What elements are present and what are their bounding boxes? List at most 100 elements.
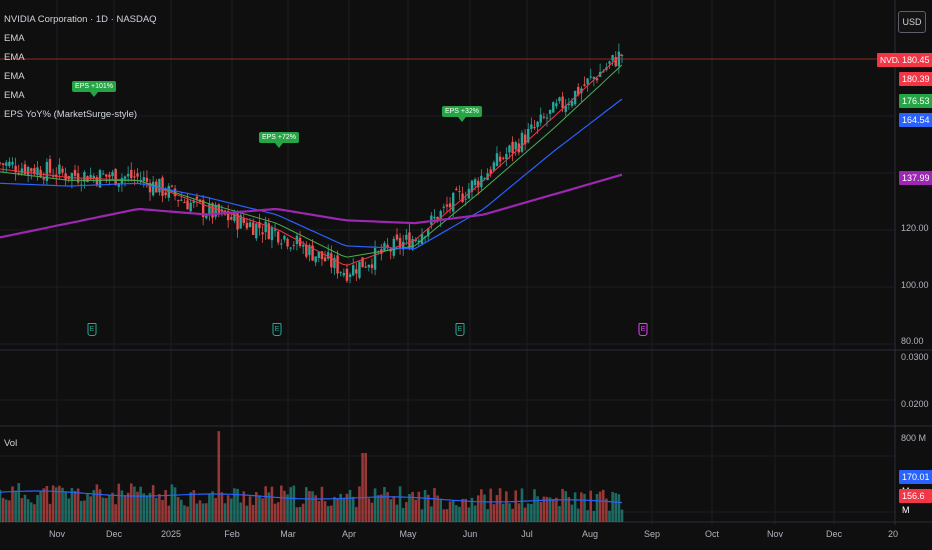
ema-line-2 — [0, 64, 623, 258]
candle-body — [405, 234, 408, 240]
volume-axis-800m: 800 M — [901, 433, 927, 443]
volume-bar — [448, 501, 452, 522]
earnings-marker-1[interactable]: E — [87, 323, 97, 336]
candle-body — [433, 216, 436, 219]
volume-bar — [73, 490, 77, 522]
volume-bar — [217, 431, 221, 522]
candle-body — [101, 173, 105, 175]
candle-body — [161, 177, 164, 196]
earnings-marker-2[interactable]: E — [272, 323, 282, 336]
volume-bar — [426, 494, 430, 522]
time-axis-apr: Apr — [341, 529, 357, 539]
candle-body — [455, 188, 458, 191]
ema-legend-3[interactable]: EMA — [4, 71, 25, 82]
earnings-marker-3[interactable]: E — [455, 323, 465, 336]
volume-bar — [439, 498, 443, 522]
volume-bar — [245, 505, 249, 522]
candle-body — [276, 231, 280, 243]
volume-bar — [23, 494, 27, 522]
volume-bar — [436, 495, 439, 522]
volume-bar — [348, 490, 352, 522]
volume-bar — [111, 492, 114, 522]
volume-bar — [8, 500, 11, 522]
ema-legend-4[interactable]: EMA — [4, 90, 25, 101]
candle-body — [286, 238, 289, 247]
volume-bar — [148, 492, 152, 522]
volume-bar — [301, 503, 305, 522]
volume-bar — [539, 501, 543, 522]
eps-badge-3[interactable]: EPS +32% — [441, 106, 483, 122]
candle-body — [20, 168, 24, 174]
volume-bar — [370, 502, 374, 522]
currency-button[interactable]: USD — [898, 11, 926, 33]
eps-indicator-legend[interactable]: EPS YoY% (MarketSurge-style) — [4, 109, 138, 120]
candle-body — [533, 127, 536, 129]
volume-legend[interactable]: Vol — [4, 438, 18, 449]
volume-bar — [298, 506, 302, 522]
ema-3-price-tag: 164.54 — [899, 113, 932, 127]
volume-bar — [330, 505, 333, 522]
volume-bar — [14, 490, 17, 522]
volume-bar — [383, 487, 386, 522]
candle-body — [61, 168, 64, 173]
candle-body — [283, 235, 286, 240]
candle-body — [470, 180, 474, 192]
candle-body — [452, 192, 455, 212]
volume-bar — [236, 488, 239, 522]
volume-bar — [123, 495, 127, 522]
volume-bar — [167, 505, 171, 522]
candle-body — [267, 223, 271, 240]
ema-legend-1[interactable]: EMA — [4, 33, 25, 44]
time-axis-aug: Aug — [581, 529, 599, 539]
candle-body — [8, 161, 11, 167]
eps-badge-1[interactable]: EPS +101% — [72, 81, 116, 97]
volume-bar — [380, 494, 383, 522]
candle-body — [270, 227, 274, 241]
volume-bar — [351, 496, 355, 522]
volume-bar — [64, 491, 67, 522]
symbol-title[interactable]: NVIDIA Corporation · 1D · NASDAQ — [4, 14, 157, 25]
candle-body — [45, 161, 49, 182]
volume-bar — [308, 491, 311, 522]
candle-body — [345, 268, 349, 281]
candle-body — [530, 124, 533, 129]
candle-body — [217, 204, 220, 214]
volume-ma-line — [0, 490, 623, 504]
volume-bar — [261, 498, 264, 522]
time-axis-oct: Oct — [704, 529, 720, 539]
volume-bar — [333, 496, 336, 522]
volume-bar — [526, 503, 530, 522]
candle-body — [558, 97, 561, 102]
candle-body — [258, 222, 261, 229]
eps-badge-2[interactable]: EPS +72% — [258, 132, 300, 148]
volume-bar — [283, 490, 286, 522]
candle-body — [483, 178, 486, 180]
volume-bars — [0, 431, 624, 522]
candle-body — [36, 167, 39, 176]
candle-body — [264, 221, 267, 233]
volume-bar — [420, 509, 424, 522]
candle-body — [508, 145, 511, 153]
candle-body — [564, 105, 567, 112]
candle-body — [336, 255, 339, 274]
earnings-marker-upcoming[interactable]: E — [638, 323, 648, 336]
volume-bar — [233, 488, 236, 522]
ema-line-3 — [0, 98, 623, 250]
volume-bar — [401, 507, 405, 522]
pane-separators — [0, 0, 932, 525]
candle-body — [358, 261, 361, 278]
candle-body — [164, 192, 167, 196]
candle-body — [495, 153, 499, 166]
candle-body — [233, 211, 236, 221]
volume-bar — [70, 487, 74, 522]
candle-body — [398, 237, 402, 248]
candle-body — [473, 179, 477, 186]
time-axis-jul: Jul — [521, 529, 533, 539]
candle-body — [617, 51, 621, 67]
ema-legend-2[interactable]: EMA — [4, 52, 25, 63]
candle-body — [548, 109, 552, 114]
candle-body — [442, 206, 446, 208]
volume-bar — [508, 503, 511, 522]
candle-body — [142, 177, 145, 181]
